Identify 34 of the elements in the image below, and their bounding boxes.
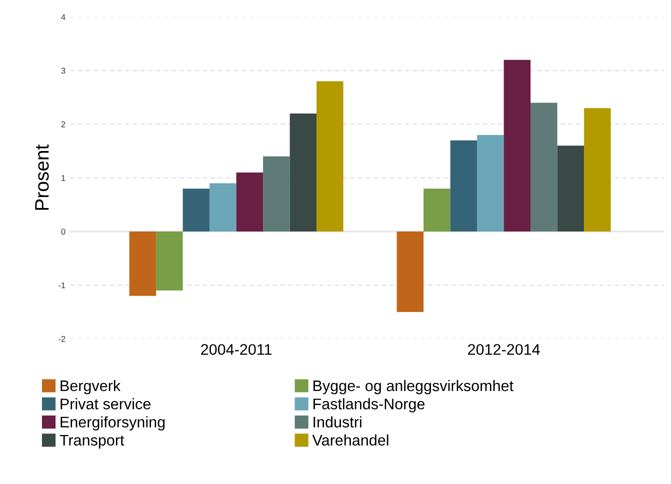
bar (504, 60, 531, 232)
legend-label: Varehandel (312, 434, 388, 446)
bar (156, 232, 183, 291)
y-axis-title: Prosent (35, 144, 49, 210)
legend-label: Fastlands-Norge (314, 398, 425, 412)
x-tick-label: 2012-2014 (468, 344, 540, 355)
legend-label: Bergverk (60, 380, 121, 394)
bar (290, 114, 317, 232)
y-tick-label: -1 (58, 282, 66, 288)
bar (584, 108, 611, 232)
x-tick-label: 2004-2011 (201, 344, 272, 355)
bar (450, 140, 478, 232)
bar (210, 183, 236, 232)
legend-label: Bygge- og anleggsvirksomhet (314, 380, 514, 394)
y-tick-label: 1 (62, 175, 66, 181)
legend-label: Transport (60, 434, 124, 449)
legend-label: Privat service (60, 398, 150, 410)
y-tick-label: 2 (61, 121, 66, 128)
y-tick-label: 4 (61, 14, 66, 20)
bar (316, 81, 344, 232)
bar (530, 102, 558, 232)
bar (182, 188, 210, 232)
bar (129, 232, 156, 296)
bar (396, 232, 424, 312)
y-tick-label: -2 (58, 336, 66, 342)
bar (424, 188, 450, 232)
bar (477, 134, 504, 232)
bar (263, 156, 290, 232)
legend-label: Energiforsyning (60, 416, 165, 431)
bar (557, 146, 584, 232)
bar (236, 172, 264, 232)
legend-label: Industri (314, 416, 362, 428)
y-tick-label: 0 (61, 228, 66, 235)
y-tick-label: 3 (61, 68, 66, 74)
